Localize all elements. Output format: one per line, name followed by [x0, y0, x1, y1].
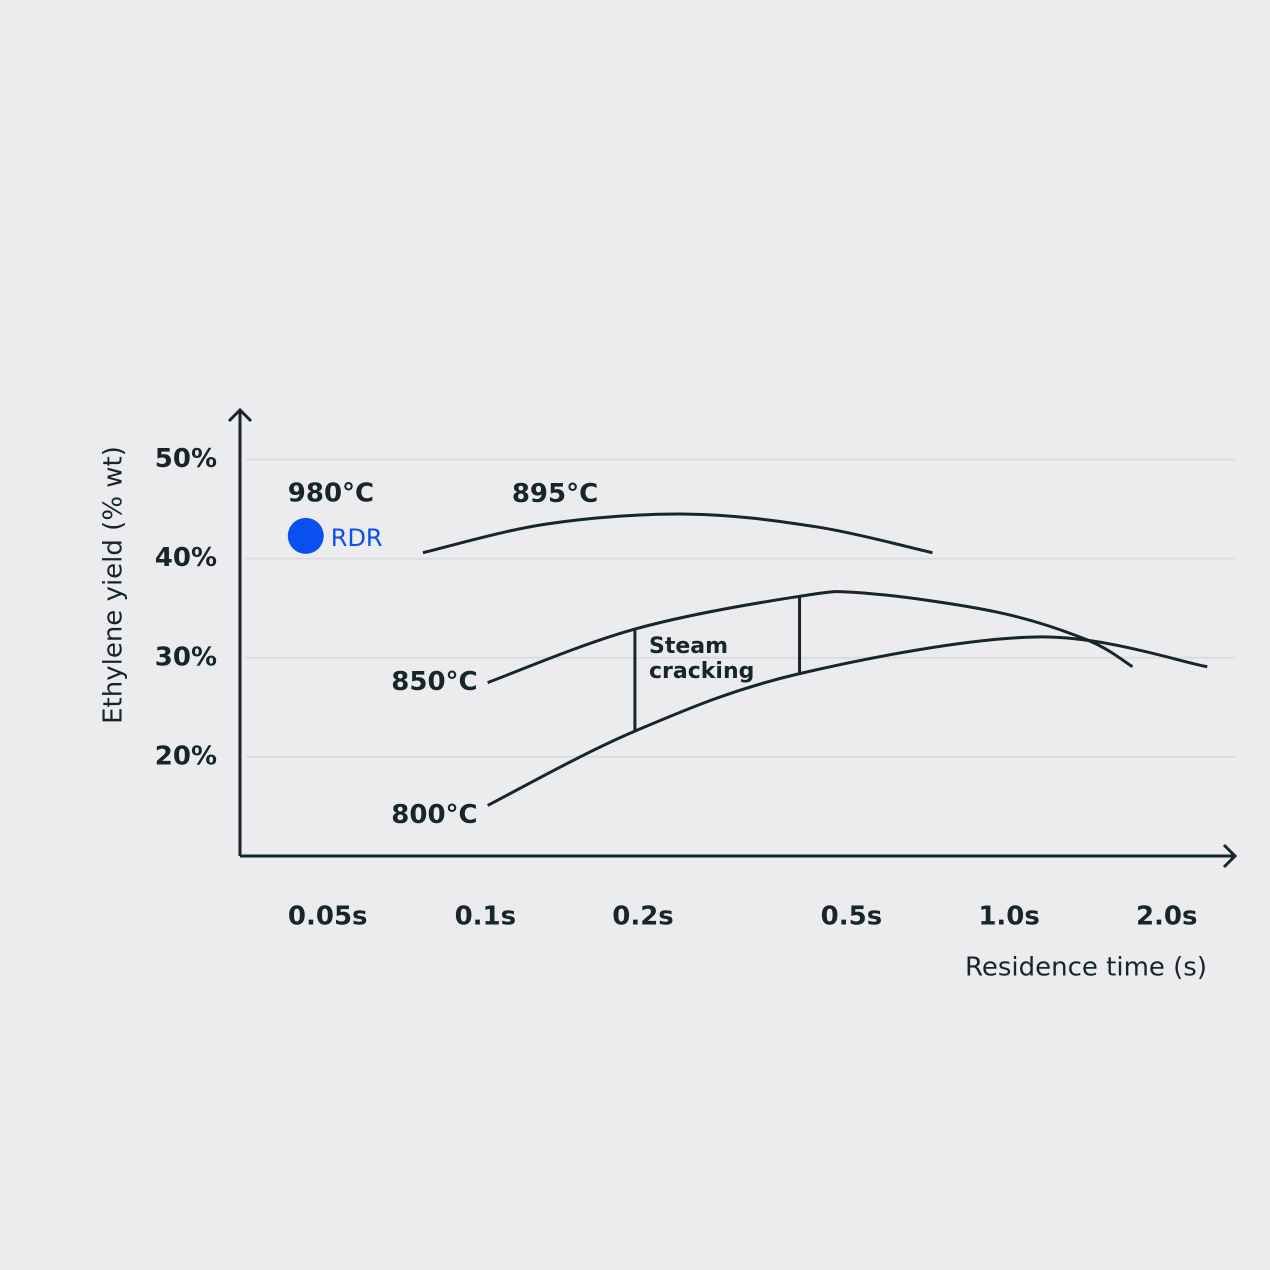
x-tick-label: 0.5s [821, 902, 883, 932]
y-tick-label: 20% [155, 741, 217, 771]
x-axis-label: Residence time (s) [965, 953, 1207, 983]
line [486, 635, 1208, 807]
x-tick-label: 0.05s [288, 902, 368, 932]
series-label: 850°C [391, 667, 477, 697]
x-tick-label: 1.0s [978, 902, 1040, 932]
line [487, 590, 1134, 684]
y-tick-label: 40% [155, 543, 217, 573]
point-label: 980°C [288, 478, 374, 508]
x-tick-label: 0.2s [612, 902, 674, 932]
y-tick-label: 30% [155, 642, 217, 672]
x-tick-label: 0.1s [455, 902, 517, 932]
x-tick-label: 2.0s [1136, 902, 1198, 932]
annotation: Steam [649, 634, 728, 659]
series-label: 800°C [391, 800, 477, 830]
axes [227, 407, 1238, 869]
y-axis-label: Ethylene yield (% wt) [99, 446, 129, 724]
grid [246, 458, 1235, 758]
annotation: cracking [649, 659, 754, 684]
y-tick-label: 50% [155, 444, 217, 474]
point-name: RDR [331, 524, 383, 552]
point [287, 517, 324, 554]
line [422, 512, 933, 555]
series-label: 895°C [512, 479, 598, 509]
